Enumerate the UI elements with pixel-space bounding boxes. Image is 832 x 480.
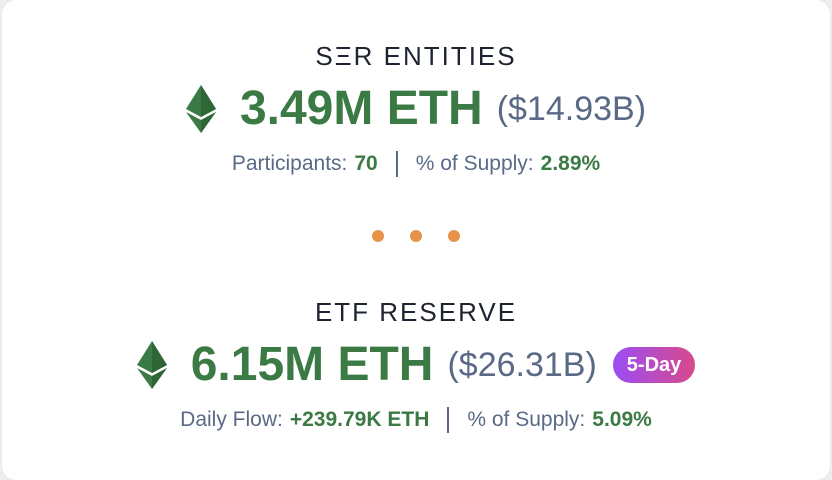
amount-row: 6.15M ETH ($26.31B) 5-Day <box>2 334 830 396</box>
stat-value-supply: 2.89% <box>540 152 601 175</box>
stat-value-supply: 5.09% <box>592 408 652 431</box>
eth-amount: 3.49M ETH <box>239 82 483 135</box>
stat-label-participants: Participants: <box>231 152 348 175</box>
stat-label-supply: % of Supply: <box>415 152 534 175</box>
stat-label-supply: % of Supply: <box>467 408 586 431</box>
section-divider-dots <box>2 230 830 242</box>
eth-amount: 6.15M ETH <box>190 338 434 391</box>
ethereum-icon <box>185 85 216 133</box>
stat-value-daily-flow: +239.79K ETH <box>289 408 430 431</box>
amount-row: 3.49M ETH ($14.93B) <box>2 78 830 140</box>
period-badge[interactable]: 5-Day <box>612 347 696 383</box>
etf-reserve-section: ETF RESERVE 6.15M ETH ($26.31B) 5-Day Da… <box>2 296 830 434</box>
stat-value-participants: 70 <box>354 152 378 175</box>
usd-value: ($26.31B) <box>447 346 597 384</box>
divider-dot <box>372 230 384 242</box>
section-heading: SΞR ENTITIES <box>315 41 517 71</box>
stats-row: Participants: 70 % of Supply: 2.89% <box>2 150 830 178</box>
stat-separator <box>395 151 398 177</box>
stats-row: Daily Flow: +239.79K ETH % of Supply: 5.… <box>2 406 830 434</box>
divider-dot <box>448 230 460 242</box>
usd-value: ($14.93B) <box>496 90 647 128</box>
stat-label-daily-flow: Daily Flow: <box>180 408 283 431</box>
divider-dot <box>410 230 422 242</box>
ethereum-icon <box>136 341 167 389</box>
section-heading: ETF RESERVE <box>314 297 518 327</box>
stat-separator <box>447 407 450 433</box>
ser-entities-section: SΞR ENTITIES 3.49M ETH ($14.93B) Partici… <box>2 40 830 178</box>
